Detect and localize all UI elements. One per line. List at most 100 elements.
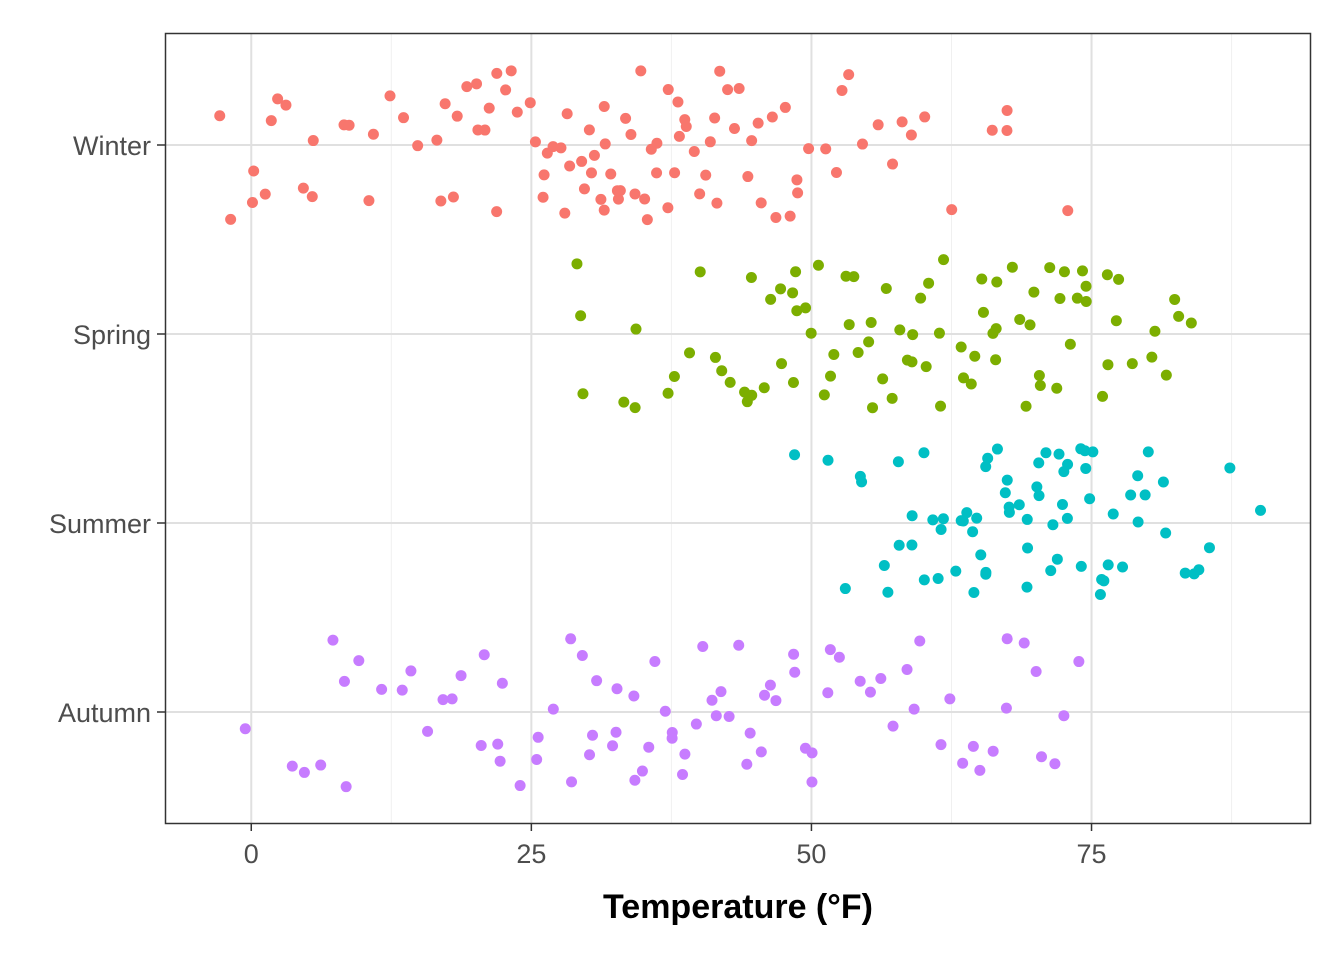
point-summer	[1096, 574, 1108, 586]
point-autumn	[666, 732, 678, 744]
point-spring	[1071, 292, 1083, 304]
point-spring	[1185, 317, 1197, 329]
point-winter	[662, 84, 674, 96]
point-spring	[915, 292, 927, 304]
point-autumn	[315, 759, 327, 771]
point-winter	[343, 119, 355, 131]
point-winter	[272, 93, 284, 105]
point-autumn	[376, 683, 388, 695]
point-winter	[629, 188, 641, 200]
point-summer	[957, 515, 969, 527]
point-summer	[1132, 516, 1144, 528]
point-autumn	[327, 634, 339, 646]
point-spring	[1028, 286, 1040, 298]
point-autumn	[764, 679, 776, 691]
point-winter	[599, 138, 611, 150]
point-summer	[892, 456, 904, 468]
point-spring	[1054, 292, 1066, 304]
point-winter	[559, 207, 571, 219]
point-summer	[1117, 561, 1129, 573]
point-summer	[1084, 493, 1096, 505]
point-winter	[612, 193, 624, 205]
point-autumn	[584, 749, 596, 761]
point-summer	[1160, 527, 1172, 539]
point-autumn	[706, 694, 718, 706]
point-winter	[555, 142, 567, 154]
point-autumn	[565, 633, 577, 645]
point-spring	[800, 302, 812, 314]
point-summer	[1125, 489, 1137, 501]
point-spring	[828, 349, 840, 361]
point-winter	[887, 158, 899, 170]
point-autumn	[741, 758, 753, 770]
point-spring	[1044, 262, 1056, 274]
point-spring	[1169, 293, 1181, 305]
point-spring	[965, 378, 977, 390]
point-winter	[578, 183, 590, 195]
point-autumn	[935, 739, 947, 751]
point-autumn	[286, 760, 298, 772]
point-spring	[709, 351, 721, 363]
point-autumn	[1018, 637, 1030, 649]
point-winter	[412, 140, 424, 152]
point-winter	[529, 136, 541, 148]
point-autumn	[496, 677, 508, 689]
point-autumn	[755, 746, 767, 758]
x-tick-label: 50	[796, 839, 826, 869]
point-winter	[431, 134, 443, 146]
point-summer	[1040, 447, 1052, 459]
point-autumn	[864, 686, 876, 698]
point-spring	[776, 358, 788, 370]
panel-border	[164, 32, 1312, 825]
point-winter	[896, 116, 908, 128]
point-spring	[957, 372, 969, 384]
point-winter	[461, 81, 473, 93]
point-winter	[367, 128, 379, 140]
point-autumn	[1000, 702, 1012, 714]
point-spring	[990, 354, 1002, 366]
point-summer	[1139, 489, 1151, 501]
point-spring	[991, 276, 1003, 288]
axes: 0 25 50 75 Winter Spring Summer Autumn	[49, 131, 1107, 869]
y-tick-label-summer: Summer	[49, 509, 151, 539]
point-winter	[755, 197, 767, 209]
point-spring	[791, 305, 803, 317]
point-autumn	[733, 639, 745, 651]
point-summer	[839, 583, 851, 595]
point-winter	[505, 65, 517, 77]
point-spring	[865, 316, 877, 328]
point-summer	[1031, 481, 1043, 493]
point-autumn	[1036, 751, 1047, 763]
point-summer	[1001, 474, 1013, 486]
point-summer	[906, 510, 918, 522]
point-summer	[1013, 499, 1025, 511]
point-summer	[1075, 560, 1087, 572]
point-spring	[990, 323, 1002, 335]
point-autumn	[875, 673, 887, 685]
point-spring	[765, 293, 777, 305]
point-summer	[1021, 513, 1033, 525]
point-spring	[977, 306, 989, 318]
point-winter	[986, 124, 998, 136]
point-winter	[946, 204, 958, 216]
point-autumn	[611, 683, 623, 695]
point-autumn	[478, 649, 490, 661]
point-autumn	[1058, 710, 1070, 722]
point-winter	[479, 124, 491, 136]
point-spring	[825, 370, 837, 382]
point-summer	[980, 566, 992, 578]
point-spring	[668, 370, 680, 382]
point-spring	[1146, 351, 1158, 363]
point-autumn	[1049, 758, 1061, 770]
point-spring	[1080, 296, 1092, 308]
point-autumn	[1030, 665, 1042, 677]
point-spring	[1102, 359, 1114, 371]
point-summer	[1179, 567, 1191, 579]
point-spring	[618, 396, 630, 408]
point-autumn	[987, 745, 999, 757]
point-winter	[803, 143, 815, 155]
point-winter	[722, 84, 734, 96]
point-summer	[1094, 588, 1106, 600]
point-spring	[1024, 319, 1036, 331]
point-winter	[843, 69, 855, 81]
